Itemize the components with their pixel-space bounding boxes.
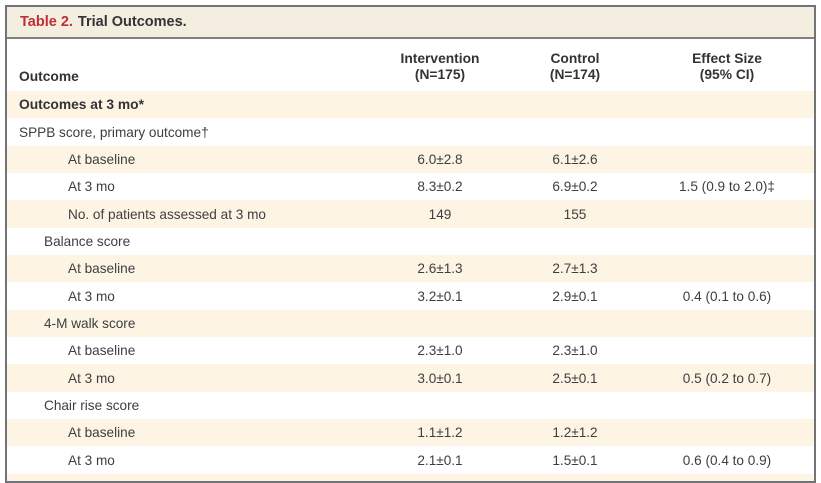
table-row: 4-M walk score — [7, 309, 814, 338]
table-row: Chair rise score — [7, 392, 814, 419]
outcome-cell: At baseline — [68, 151, 136, 167]
outcome-cell: At 3 mo — [68, 288, 115, 304]
column-header-effect-size-ci: (95% CI) — [699, 67, 755, 82]
intervention-cell: 8.3±0.2 — [417, 179, 463, 195]
outcome-cell: At 3 mo — [68, 370, 115, 386]
effect-cell: 1.5 (0.9 to 2.0)‡ — [679, 179, 775, 195]
control-cell: 6.9±0.2 — [552, 179, 598, 195]
outcome-cell: 4-M walk score — [44, 315, 136, 331]
column-header-control-label: Control — [550, 51, 600, 66]
table-title: Trial Outcomes. — [77, 14, 187, 30]
table-row: Balance score — [7, 228, 814, 255]
column-header-effect-size: Effect Size (95% CI) — [640, 47, 814, 83]
intervention-cell: 6.0±2.8 — [417, 151, 463, 167]
intervention-cell: 1.1±1.2 — [417, 425, 463, 441]
intervention-cell: 2.3±1.0 — [417, 343, 463, 359]
intervention-cell: 3.0±0.1 — [417, 370, 463, 386]
table-header-row: Outcome Intervention (N=175) Control (N=… — [7, 39, 814, 91]
outcome-cell: Chair rise score — [44, 397, 140, 413]
control-cell: 6.1±2.6 — [552, 151, 598, 167]
table-row: At baseline 6.0±2.8 6.1±2.6 — [7, 145, 814, 174]
outcome-cell: At 3 mo — [68, 452, 115, 468]
table-row: At baseline 2.3±1.0 2.3±1.0 — [7, 337, 814, 364]
column-header-control-n: (N=174) — [549, 67, 601, 82]
intervention-cell: 3.2±0.1 — [417, 288, 463, 304]
table-number-label: Table 2. — [20, 14, 73, 30]
table-body: Outcomes at 3 mo* SPPB score, primary ou… — [7, 91, 814, 474]
control-cell: 2.9±0.1 — [552, 288, 598, 304]
intervention-cell: 2.6±1.3 — [417, 261, 463, 277]
table-row: At 3 mo 3.0±0.1 2.5±0.1 0.5 (0.2 to 0.7) — [7, 364, 814, 392]
effect-cell: 0.4 (0.1 to 0.6) — [682, 288, 772, 304]
table-row: At 3 mo 3.2±0.1 2.9±0.1 0.4 (0.1 to 0.6) — [7, 282, 814, 309]
outcome-cell: Outcomes at 3 mo* — [19, 97, 144, 113]
intervention-cell: 149 — [428, 206, 452, 222]
table-row: No. of patients assessed at 3 mo 149 155 — [7, 200, 814, 228]
table-row: SPPB score, primary outcome† — [7, 118, 814, 145]
outcome-cell: At baseline — [68, 261, 136, 277]
column-header-intervention-n: (N=175) — [414, 67, 466, 82]
table-row: At 3 mo 8.3±0.2 6.9±0.2 1.5 (0.9 to 2.0)… — [7, 173, 814, 200]
table-row: Outcomes at 3 mo* — [7, 91, 814, 119]
effect-cell: 0.5 (0.2 to 0.7) — [682, 370, 772, 386]
outcome-cell: At 3 mo — [68, 179, 115, 195]
column-header-effect-size-label: Effect Size — [692, 51, 762, 66]
control-cell: 2.3±1.0 — [552, 343, 598, 359]
control-cell: 2.7±1.3 — [552, 261, 598, 277]
column-header-intervention: Intervention (N=175) — [370, 47, 510, 83]
outcome-cell: No. of patients assessed at 3 mo — [68, 206, 266, 222]
column-header-outcome: Outcome — [19, 69, 79, 84]
outcome-cell: SPPB score, primary outcome† — [19, 124, 209, 140]
trial-outcomes-table: Table 2. Trial Outcomes. Outcome Interve… — [5, 5, 816, 483]
intervention-cell: 2.1±0.1 — [417, 452, 463, 468]
control-cell: 2.5±0.1 — [552, 370, 598, 386]
column-header-intervention-label: Intervention — [400, 51, 480, 66]
table-row: At baseline 2.6±1.3 2.7±1.3 — [7, 255, 814, 283]
outcome-cell: At baseline — [68, 343, 136, 359]
outcome-cell: At baseline — [68, 425, 136, 441]
table-title-bar: Table 2. Trial Outcomes. — [7, 7, 814, 39]
clipped-bottom-row — [7, 473, 814, 481]
column-header-control: Control (N=174) — [510, 47, 640, 83]
effect-cell: 0.6 (0.4 to 0.9) — [682, 452, 772, 468]
control-cell: 155 — [563, 206, 587, 222]
table-row: At baseline 1.1±1.2 1.2±1.2 — [7, 419, 814, 447]
control-cell: 1.2±1.2 — [552, 425, 598, 441]
table-row: At 3 mo 2.1±0.1 1.5±0.1 0.6 (0.4 to 0.9) — [7, 446, 814, 473]
outcome-cell: Balance score — [44, 233, 131, 249]
control-cell: 1.5±0.1 — [552, 452, 598, 468]
